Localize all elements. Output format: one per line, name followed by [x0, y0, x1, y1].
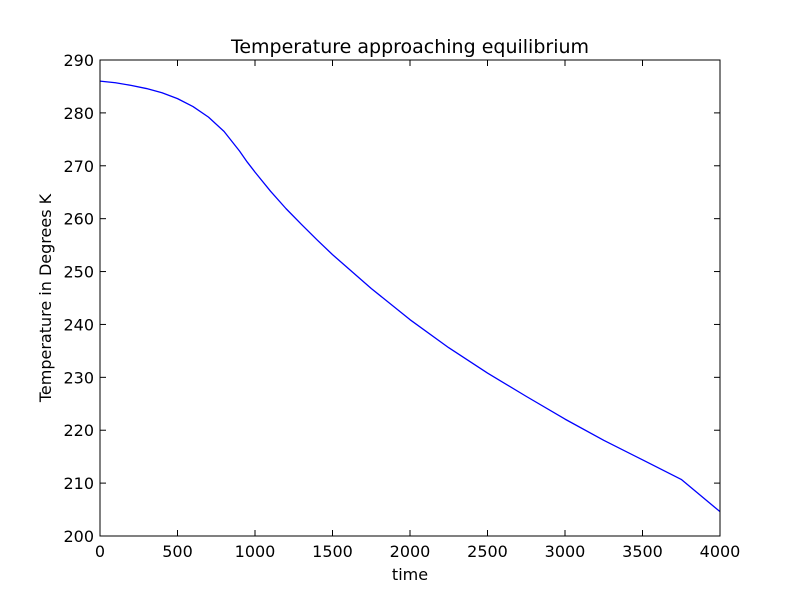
x-tick-label: 500 — [162, 542, 193, 561]
x-tick-label: 2500 — [467, 542, 508, 561]
y-tick-label: 230 — [63, 368, 94, 387]
x-tick-label: 3500 — [622, 542, 663, 561]
axis-ticks: 0 500 1000 1500 2000 2500 3000 3500 4000 200 210 22… — [63, 51, 740, 561]
x-axis-label: time — [392, 565, 428, 584]
y-tick-label: 240 — [63, 315, 94, 334]
y-tick-label: 250 — [63, 263, 94, 282]
y-axis-label: Temperature in Degrees K — [36, 193, 55, 403]
y-tick-label: 210 — [63, 474, 94, 493]
plot-frame — [99, 59, 721, 537]
y-tick-label: 220 — [63, 421, 94, 440]
chart-title: Temperature approaching equilibrium — [230, 36, 589, 58]
x-tick-label: 3000 — [545, 542, 586, 561]
y-tick-label: 200 — [63, 527, 94, 546]
x-tick-label: 0 — [95, 542, 105, 561]
y-tick-label: 280 — [63, 104, 94, 123]
plot-area — [99, 80, 721, 513]
y-tick-label: 290 — [63, 51, 94, 70]
y-tick-label: 270 — [63, 157, 94, 176]
x-tick-label: 2000 — [390, 542, 431, 561]
series-line-0 — [99, 80, 721, 513]
x-tick-label: 4000 — [700, 542, 741, 561]
x-tick-label: 1000 — [235, 542, 276, 561]
y-tick-label: 260 — [63, 210, 94, 229]
x-tick-label: 1500 — [312, 542, 353, 561]
